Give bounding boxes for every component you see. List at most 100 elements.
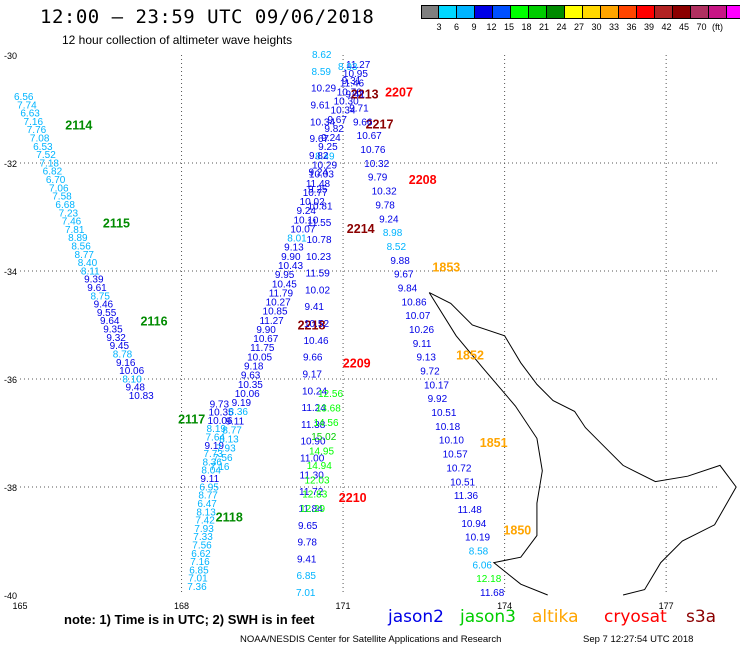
- pass-number-label: 2114: [65, 118, 92, 132]
- west-coastline: [428, 292, 548, 596]
- wave-height-value: 10.76: [360, 145, 385, 156]
- lat-label: -38: [4, 483, 17, 493]
- wave-height-value: 9.61: [87, 283, 107, 294]
- wave-height-value: 9.11: [413, 339, 432, 350]
- wave-height-value: 8.04: [201, 466, 221, 477]
- colorbar-swatch: [511, 5, 529, 19]
- wave-height-value: 7.16: [190, 557, 210, 568]
- wave-height-value: 9.88: [390, 256, 410, 267]
- wave-height-value: 8.89: [68, 233, 88, 244]
- pass-number-label: 2116: [140, 314, 167, 328]
- wave-height-value: 9.24: [321, 133, 341, 144]
- wave-height-value: 9.11: [200, 474, 219, 485]
- wave-height-value: 15.02: [311, 432, 336, 443]
- wave-height-value: 12.03: [305, 475, 330, 486]
- wave-height-value: 7.74: [17, 100, 37, 111]
- wave-height-value: 9.17: [303, 369, 323, 380]
- colorbar-swatch: [421, 5, 439, 19]
- wave-height-value: 10.51: [450, 477, 475, 488]
- colorbar-label: 12: [486, 22, 497, 32]
- wave-height-value: 9.79: [368, 173, 388, 184]
- wave-height-value: 8.11: [81, 266, 100, 277]
- colorbar-label: 3: [436, 22, 442, 32]
- wave-height-value: 6.70: [46, 175, 66, 186]
- wave-height-value: 11.68: [480, 588, 505, 599]
- wave-height-value: 10.46: [304, 336, 329, 347]
- colorbar-swatch: [691, 5, 709, 19]
- wave-height-value: 10.72: [446, 463, 471, 474]
- wave-height-value: 9.25: [308, 185, 328, 196]
- wave-height-value: 9.63: [241, 371, 261, 382]
- wave-height-value: 6.82: [43, 167, 63, 178]
- wave-height-value: 9.92: [428, 394, 448, 405]
- wave-height-value: 10.51: [431, 408, 456, 419]
- wave-height-value: 9.41: [297, 554, 317, 565]
- wave-height-value: 10.32: [364, 159, 389, 170]
- wave-height-value: 8.52: [387, 242, 407, 253]
- wave-height-value: 10.23: [306, 252, 331, 263]
- wave-height-value: 9.41: [305, 302, 325, 313]
- wave-height-value: 9.67: [394, 270, 414, 281]
- wave-height-value: 9.82: [324, 124, 344, 135]
- wave-height-value: 10.67: [357, 131, 382, 142]
- wave-height-value: 9.65: [298, 521, 318, 532]
- wave-height-value: 9.66: [303, 353, 323, 364]
- pass-number-label: 1850: [503, 524, 531, 538]
- legend-jason2: jason2: [388, 607, 444, 627]
- wave-height-value: 10.67: [253, 334, 278, 345]
- wave-height-value: 7.46: [62, 217, 82, 228]
- wave-height-value: 6.85: [189, 565, 209, 576]
- colorbar-label: 42: [661, 22, 672, 32]
- pass-number-label: 2207: [385, 85, 413, 99]
- wave-height-value: 10.06: [119, 366, 144, 377]
- wave-height-value: 9.41: [345, 90, 365, 101]
- wave-height-value: 10.94: [461, 519, 486, 530]
- colorbar-label: 18: [521, 22, 532, 32]
- wave-height-value: 11.30: [300, 470, 325, 481]
- lat-label: -32: [4, 159, 17, 169]
- wave-height-value: 10.76: [337, 87, 362, 98]
- colorbar-swatch: [673, 5, 691, 19]
- wave-height-value: 10.52: [304, 319, 329, 330]
- wave-height-value: 6.47: [197, 499, 217, 510]
- wave-height-value: 9.18: [244, 362, 264, 373]
- wave-height-value: 12.18: [476, 574, 501, 585]
- wave-height-value: 10.26: [409, 325, 434, 336]
- wave-height-value: 10.02: [300, 197, 325, 208]
- wave-height-value: 9.35: [103, 325, 123, 336]
- wave-height-value: 7.58: [52, 192, 72, 203]
- wave-height-value: 7.81: [65, 225, 85, 236]
- wave-height-value: 7.64: [206, 433, 226, 444]
- wave-height-value: 9.25: [318, 142, 338, 153]
- credit-line: NOAA/NESDIS Center for Satellite Applica…: [240, 634, 502, 645]
- wave-height-value: 11.59: [306, 269, 331, 280]
- colorbar-swatch: [583, 5, 601, 19]
- wave-height-value: 9.82: [309, 151, 329, 162]
- footnote: note: 1) Time is in UTC; 2) SWH is in fe…: [64, 612, 315, 627]
- wave-height-value: 11.00: [300, 454, 325, 465]
- wave-height-value: 10.18: [435, 422, 460, 433]
- wave-height-value: 7.33: [193, 532, 213, 543]
- wave-height-value: 9.16: [116, 358, 136, 369]
- pass-number-label: 2214: [347, 222, 375, 236]
- wave-height-value: 11.38: [301, 420, 326, 431]
- wave-height-value: 7.16: [210, 462, 230, 473]
- wave-height-value: 8.78: [113, 349, 133, 360]
- colorbar-swatch: [439, 5, 457, 19]
- pass-number-label: 2118: [216, 510, 243, 524]
- wave-height-value: 8.77: [198, 491, 218, 502]
- wave-height-value: 8.56: [71, 241, 91, 252]
- wave-height-value: 11.55: [307, 218, 332, 229]
- wave-height-value: 6.85: [297, 571, 317, 582]
- wave-height-value: 10.06: [208, 416, 233, 427]
- wave-height-value: 10.86: [402, 297, 427, 308]
- wave-height-value: 10.43: [278, 261, 303, 272]
- colorbar-label: 30: [591, 22, 602, 32]
- legend-altika: altika: [532, 607, 579, 627]
- timestamp: Sep 7 12:27:54 UTC 2018: [583, 634, 694, 645]
- wave-height-value: 10.10: [293, 215, 318, 226]
- colorbar: [421, 5, 740, 19]
- wave-height-value: 6.06: [473, 560, 493, 571]
- wave-height-value: 10.77: [303, 188, 328, 199]
